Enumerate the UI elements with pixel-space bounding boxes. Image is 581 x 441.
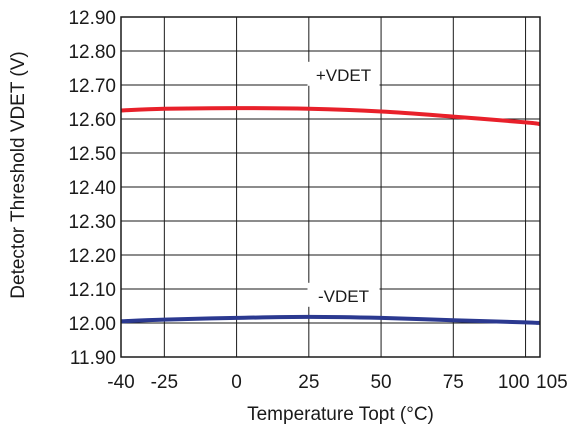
y-tick-label: 12.30 [68, 212, 116, 233]
series-label: -VDET [318, 287, 369, 306]
y-tick-label: 12.70 [68, 76, 116, 97]
series-lines [120, 106, 541, 325]
x-tick-label: -40 [107, 372, 134, 393]
y-tick-label: 12.10 [68, 280, 116, 301]
x-tick-label: 25 [298, 372, 319, 393]
x-tick-label: 50 [370, 372, 391, 393]
x-tick-label: 105 [536, 372, 568, 393]
x-axis-label: Temperature Topt (°C) [247, 404, 434, 425]
y-tick-label: 12.50 [68, 144, 116, 165]
y-tick-label: 11.90 [70, 348, 116, 369]
y-tick-label: 12.80 [68, 42, 116, 63]
y-tick-label: 12.20 [68, 246, 116, 267]
x-tick-label: 75 [443, 372, 464, 393]
series-labels: +VDET -VDET [307, 61, 380, 307]
y-axis-label: Detector Threshold VDET (V) [8, 51, 29, 298]
series-line [120, 314, 541, 325]
x-axis-ticks: -40 -25 0 25 50 75 100 105 [107, 372, 567, 393]
y-axis-ticks: 11.90 12.00 12.10 12.20 12.30 12.40 12.50 12.60… [68, 8, 116, 369]
y-tick-label: 12.00 [68, 314, 116, 335]
series-label-background [307, 282, 380, 307]
series-label: +VDET [316, 66, 371, 85]
x-tick-label: 100 [498, 372, 530, 393]
series-line [120, 106, 541, 127]
y-tick-label: 12.90 [68, 8, 116, 29]
x-tick-label: 0 [231, 372, 242, 393]
y-tick-label: 12.40 [68, 178, 116, 199]
plot-frame [120, 16, 541, 358]
series-label-background [307, 61, 380, 86]
y-tick-label: 12.60 [68, 110, 116, 131]
x-tick-label: -25 [151, 372, 178, 393]
